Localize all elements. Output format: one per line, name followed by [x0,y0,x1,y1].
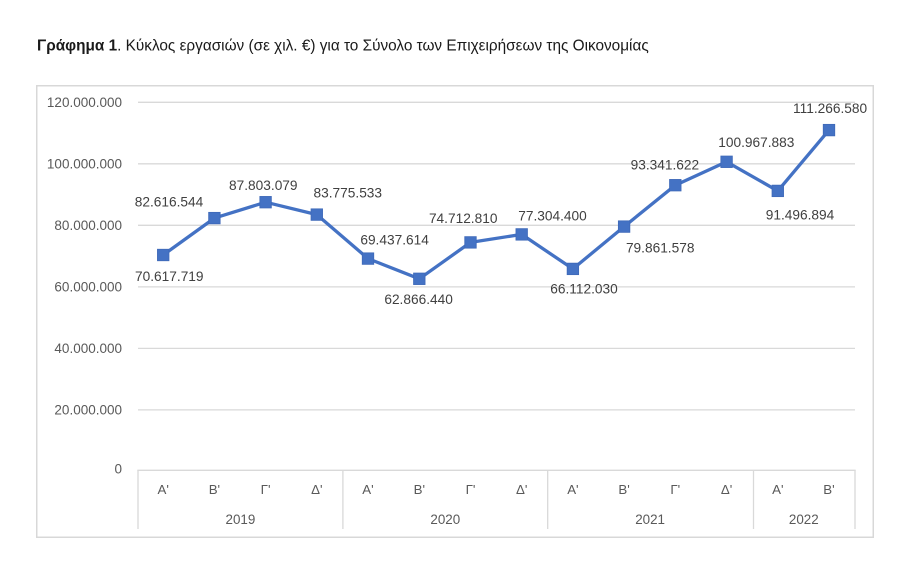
svg-text:87.803.079: 87.803.079 [229,178,298,193]
svg-text:Β': Β' [618,482,629,497]
svg-text:Α': Α' [157,482,168,497]
svg-text:91.496.894: 91.496.894 [766,207,835,222]
svg-text:Δ': Δ' [516,482,527,497]
svg-text:Δ': Δ' [311,482,322,497]
svg-text:20.000.000: 20.000.000 [54,403,122,418]
svg-text:120.000.000: 120.000.000 [47,95,122,110]
svg-text:60.000.000: 60.000.000 [54,280,122,295]
svg-text:83.775.533: 83.775.533 [314,186,383,201]
svg-text:93.341.622: 93.341.622 [631,158,700,173]
svg-text:Α': Α' [362,482,373,497]
svg-text:2022: 2022 [789,512,819,527]
svg-text:0: 0 [114,462,122,477]
svg-text:74.712.810: 74.712.810 [429,211,498,226]
svg-text:79.861.578: 79.861.578 [626,241,695,256]
svg-text:66.112.030: 66.112.030 [550,281,618,296]
svg-text:111.266.580: 111.266.580 [793,101,867,116]
svg-text:100.000.000: 100.000.000 [47,157,122,172]
svg-text:82.616.544: 82.616.544 [135,194,204,209]
svg-text:Γ': Γ' [670,482,680,497]
svg-text:Β': Β' [414,482,425,497]
svg-text:Β': Β' [209,482,220,497]
svg-text:40.000.000: 40.000.000 [54,341,122,356]
svg-text:Γ': Γ' [466,482,476,497]
svg-text:Γ': Γ' [261,482,271,497]
svg-text:Α': Α' [567,482,578,497]
svg-text:Δ': Δ' [721,482,732,497]
svg-text:77.304.400: 77.304.400 [518,209,587,224]
svg-text:Β': Β' [823,482,834,497]
svg-text:2020: 2020 [430,512,460,527]
svg-text:80.000.000: 80.000.000 [54,218,122,233]
svg-text:2021: 2021 [635,512,665,527]
svg-text:2019: 2019 [226,512,256,527]
svg-text:Α': Α' [772,482,783,497]
svg-text:100.967.883: 100.967.883 [718,135,795,150]
svg-text:Γράφημα 1. Κύκλος εργασιών (σε: Γράφημα 1. Κύκλος εργασιών (σε χιλ. €) γ… [37,38,649,55]
svg-text:69.437.614: 69.437.614 [360,232,429,247]
svg-text:70.617.719: 70.617.719 [135,269,204,284]
svg-text:62.866.440: 62.866.440 [384,292,453,307]
